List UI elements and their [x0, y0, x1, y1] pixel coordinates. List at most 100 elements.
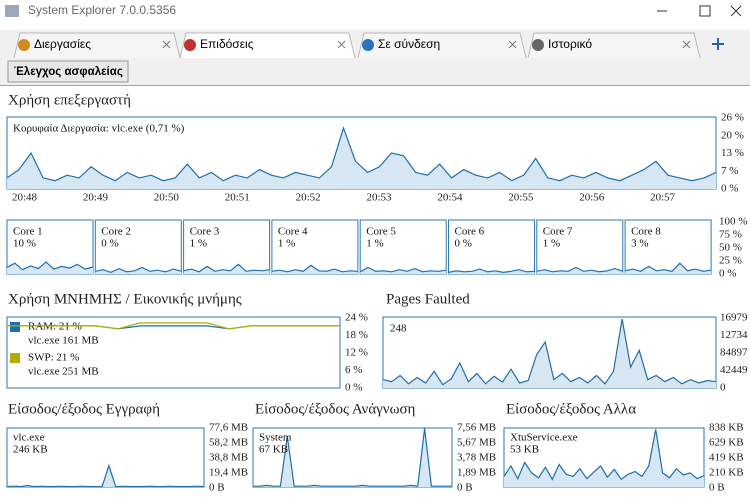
section-title: Είσοδος/έξοδος Εγγραφή	[8, 401, 160, 417]
tab-icon	[184, 39, 196, 51]
y-axis-label: 5,67 MB	[457, 437, 496, 449]
legend-label: SWP: 21 %	[28, 352, 79, 364]
time-label: 20:53	[367, 192, 393, 204]
section-title: Χρήση επεξεργαστή	[8, 92, 131, 108]
section-title: Είσοδος/έξοδος Ανάγνωση	[255, 401, 416, 417]
io-amount: 67 KB	[259, 444, 288, 456]
y-axis-label: 77,6 MB	[209, 422, 248, 434]
graph-area	[504, 429, 704, 487]
core-graph	[536, 219, 624, 275]
y-axis-label: 26 %	[721, 112, 744, 124]
core-usage: 1 %	[278, 238, 295, 250]
graph-line	[271, 264, 358, 273]
graph-line	[95, 266, 182, 274]
security-check-label: Έλεγχος ασφαλείας	[14, 66, 123, 78]
time-label: 20:55	[508, 192, 534, 204]
y-axis-label: 629 KB	[709, 437, 744, 449]
tab[interactable]	[357, 32, 527, 59]
title-bar	[0, 0, 750, 24]
core-name: Core 1	[13, 226, 43, 238]
section-title: Είσοδος/έξοδος Αλλα	[506, 401, 636, 417]
core-usage: 3 %	[631, 238, 648, 250]
graph-line	[624, 262, 712, 272]
new-tab-button[interactable]	[712, 38, 724, 50]
y-axis-label: 100 %	[719, 216, 747, 228]
graph-area	[271, 265, 358, 274]
io-process: System	[259, 432, 292, 444]
graph-line	[6, 126, 717, 182]
graph-line	[536, 266, 623, 273]
y-axis-label: 12 %	[345, 347, 368, 359]
memory-graph	[6, 316, 341, 389]
y-axis-label: 42449	[720, 364, 748, 376]
y-axis-label: 419 KB	[709, 452, 744, 464]
tab-close[interactable]	[162, 40, 171, 49]
y-axis-label: 0 B	[457, 482, 473, 494]
time-label: 20:48	[12, 192, 38, 204]
y-axis-label: 24 %	[345, 312, 368, 324]
io-process: XtuService.exe	[510, 432, 578, 444]
time-label: 20:56	[579, 192, 605, 204]
y-axis-label: 20 %	[721, 129, 744, 141]
tab-close[interactable]	[337, 40, 346, 49]
graph-line	[183, 263, 270, 273]
io-amount: 53 KB	[510, 444, 539, 456]
y-axis-label: 0	[720, 382, 726, 394]
legend-label: RAM: 21 %	[28, 321, 82, 333]
tab-close[interactable]	[682, 40, 691, 49]
y-axis-label: 75 %	[719, 229, 742, 241]
tab-label: Ιστορικό	[548, 37, 592, 51]
graph-area	[7, 128, 716, 189]
tab-close[interactable]	[508, 40, 517, 49]
graph-line	[382, 318, 717, 386]
y-axis-label: 3,78 MB	[457, 452, 496, 464]
y-axis-label: 0 %	[719, 268, 736, 280]
tab-label: Επιδόσεις	[200, 37, 254, 51]
core-usage: 1 %	[366, 238, 383, 250]
y-axis-label: 16979	[720, 312, 748, 324]
y-axis-label: 0 %	[345, 382, 362, 394]
y-axis-label: 0 B	[209, 482, 225, 494]
graph-line	[448, 268, 535, 274]
tab[interactable]	[527, 32, 701, 59]
security-check-button[interactable]	[7, 60, 129, 83]
y-axis-label: 0 B	[709, 482, 725, 494]
graph-line	[359, 266, 447, 273]
y-axis-label: 7 %	[721, 165, 738, 177]
core-name: Core 2	[101, 226, 131, 238]
active-tab[interactable]	[179, 32, 356, 59]
tab-icon	[362, 39, 374, 51]
time-label: 20:54	[437, 192, 463, 204]
maximize-button[interactable]	[699, 5, 711, 17]
tab[interactable]	[13, 32, 181, 59]
tab-label: Σε σύνδεση	[378, 37, 440, 51]
y-axis-label: 6 %	[345, 364, 362, 376]
graph-area	[536, 267, 623, 274]
time-label: 20:49	[83, 192, 109, 204]
core-usage: 0 %	[455, 238, 472, 250]
app-icon	[5, 5, 19, 17]
legend-swatch	[10, 353, 20, 363]
pages-current: 248	[390, 323, 407, 335]
core-graph	[271, 219, 359, 275]
y-axis-label: 210 KB	[709, 467, 744, 479]
core-name: Core 3	[190, 226, 220, 238]
core-usage: 1 %	[543, 238, 560, 250]
graph-area	[95, 267, 182, 274]
close-button[interactable]	[730, 5, 742, 17]
y-axis-label: 84897	[720, 347, 748, 359]
time-label: 20:57	[650, 192, 676, 204]
legend-process: vlc.exe 251 MB	[28, 366, 99, 378]
core-usage: 10 %	[13, 238, 36, 250]
section-title: Χρήση ΜΝΗΜΗΣ / Εικονικής μνήμης	[8, 291, 242, 307]
y-axis-label: 38,8 MB	[209, 452, 248, 464]
core-name: Core 4	[278, 226, 308, 238]
time-label: 20:51	[225, 192, 250, 204]
y-axis-label: 12734	[720, 329, 748, 341]
y-axis-label: 13 %	[721, 147, 744, 159]
graph-line	[503, 429, 705, 481]
graph-line	[6, 261, 94, 271]
core-graph	[448, 219, 535, 275]
core-usage: 1 %	[190, 238, 207, 250]
